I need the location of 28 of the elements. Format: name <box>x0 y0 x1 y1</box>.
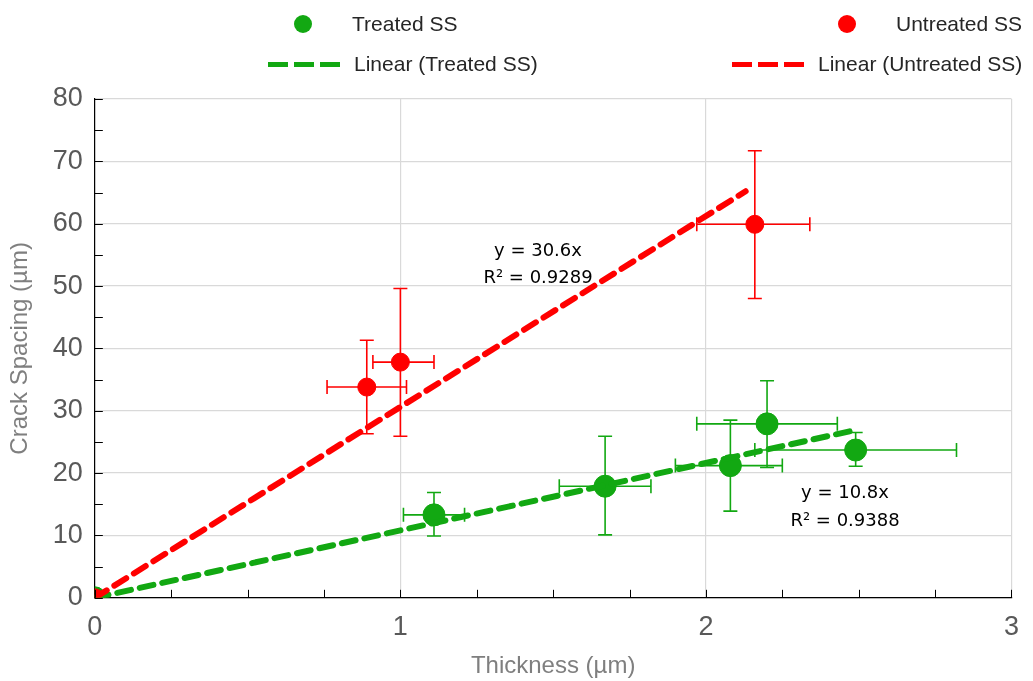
y-tick-label: 60 <box>52 207 83 238</box>
y-tick-label: 80 <box>52 82 83 113</box>
point <box>755 412 779 436</box>
legend-label: Linear (Untreated SS) <box>818 52 1023 76</box>
legend-label: Untreated SS <box>896 12 1023 36</box>
annotation: y = 10.8x <box>801 480 889 502</box>
y-tick-label: 40 <box>52 331 83 362</box>
y-tick-label: 0 <box>67 581 83 612</box>
y-tick-label: 10 <box>52 518 83 549</box>
y-tick-label: 20 <box>52 456 83 487</box>
point <box>357 377 377 397</box>
x-tick-label: 3 <box>1003 611 1020 642</box>
y-axis-title: Crack Spacing (µm) <box>5 242 33 455</box>
annotation: y = 30.6x <box>494 238 582 260</box>
point <box>390 352 410 372</box>
legend-label: Linear (Treated SS) <box>354 52 538 76</box>
x-tick-label: 2 <box>698 611 714 642</box>
x-tick-label: 0 <box>87 611 103 642</box>
legend-label: Treated SS <box>352 12 458 36</box>
annotation: R² = 0.9289 <box>483 265 593 287</box>
x-axis-title: Thickness (µm) <box>470 651 636 679</box>
point <box>844 438 868 462</box>
y-tick-label: 70 <box>52 144 83 175</box>
annotation: R² = 0.9388 <box>790 508 900 530</box>
y-tick-label: 30 <box>52 394 83 425</box>
y-tick-label: 50 <box>52 269 83 300</box>
point <box>745 214 765 234</box>
x-tick-label: 1 <box>392 611 408 642</box>
